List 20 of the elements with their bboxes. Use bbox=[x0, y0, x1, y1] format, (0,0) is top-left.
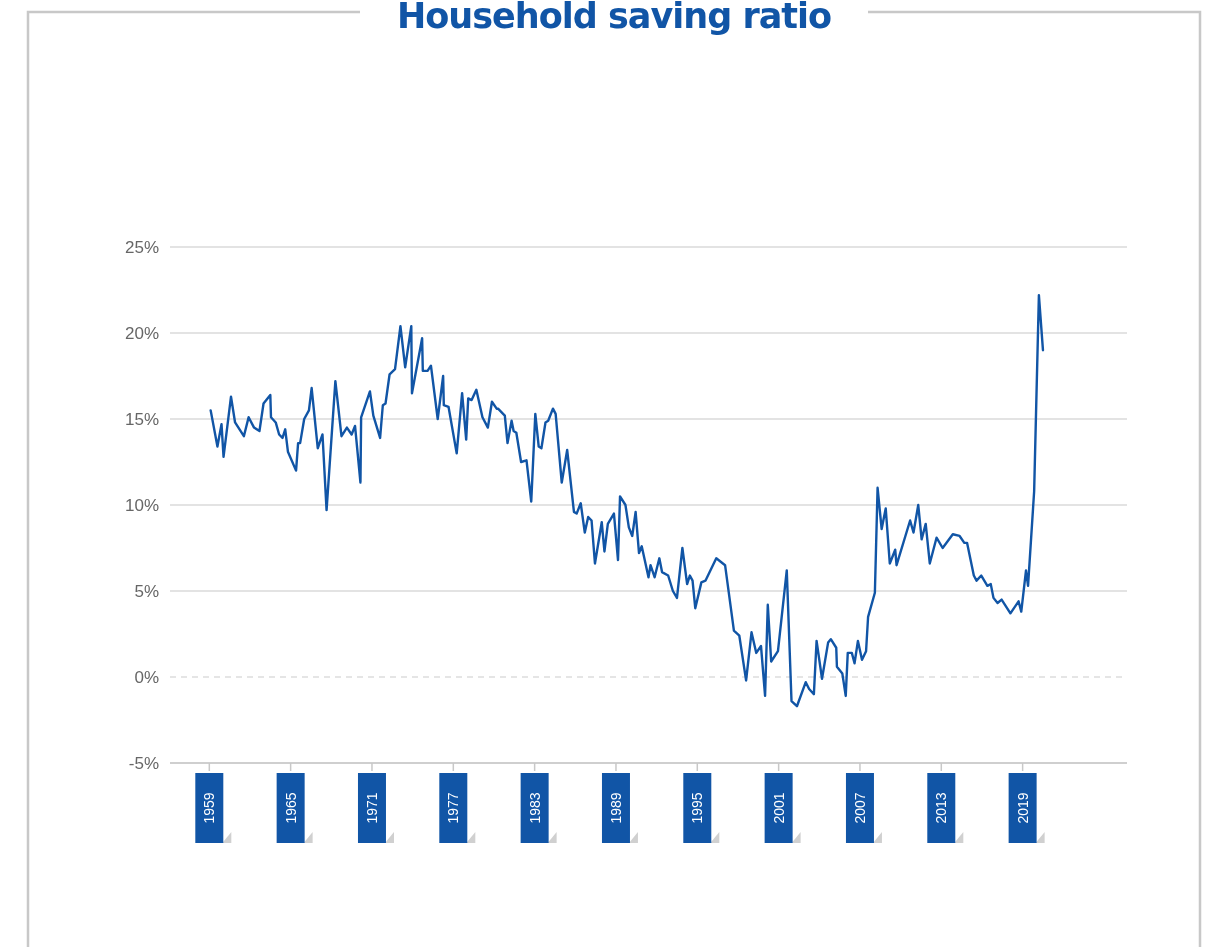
x-tick-label: 2013 bbox=[933, 792, 950, 824]
x-tick-label: 1989 bbox=[607, 792, 624, 824]
y-tick-label: -5% bbox=[128, 754, 159, 773]
x-tick-label: 2001 bbox=[770, 792, 787, 824]
y-tick-label: 0% bbox=[134, 668, 159, 687]
x-tick-label: 1971 bbox=[363, 792, 380, 824]
y-tick-label: 20% bbox=[124, 324, 159, 343]
y-tick-label: 10% bbox=[124, 496, 159, 515]
y-tick-label: 15% bbox=[124, 410, 159, 429]
y-tick-label: 25% bbox=[124, 238, 159, 257]
x-tick-label: 1983 bbox=[526, 792, 543, 824]
x-tick-label: 1995 bbox=[689, 792, 706, 824]
x-tick-label: 1959 bbox=[201, 792, 218, 824]
x-tick-label: 2019 bbox=[1014, 792, 1031, 824]
x-tick-label: 2007 bbox=[851, 792, 868, 824]
chart-title: Household saving ratio bbox=[396, 0, 832, 36]
line-series bbox=[209, 293, 1045, 708]
y-tick-label: 5% bbox=[134, 582, 159, 601]
x-tick-label: 1977 bbox=[445, 792, 462, 824]
x-tick-label: 1965 bbox=[282, 792, 299, 824]
